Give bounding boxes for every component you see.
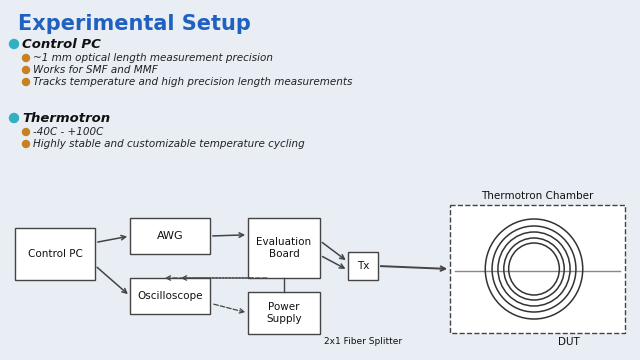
FancyBboxPatch shape	[15, 228, 95, 280]
Text: 2x1 Fiber Splitter: 2x1 Fiber Splitter	[324, 337, 402, 346]
Text: ~1 mm optical length measurement precision: ~1 mm optical length measurement precisi…	[33, 53, 273, 63]
Text: AWG: AWG	[157, 231, 183, 241]
FancyBboxPatch shape	[248, 218, 320, 278]
Text: Works for SMF and MMF: Works for SMF and MMF	[33, 65, 157, 75]
Ellipse shape	[22, 54, 29, 62]
Ellipse shape	[22, 129, 29, 135]
Text: Tracks temperature and high precision length measurements: Tracks temperature and high precision le…	[33, 77, 353, 87]
Ellipse shape	[22, 140, 29, 148]
Text: Evaluation
Board: Evaluation Board	[257, 237, 312, 259]
FancyBboxPatch shape	[130, 278, 210, 314]
FancyBboxPatch shape	[130, 218, 210, 254]
Ellipse shape	[22, 67, 29, 73]
Ellipse shape	[10, 113, 19, 122]
FancyBboxPatch shape	[450, 205, 625, 333]
Text: Thermotron Chamber: Thermotron Chamber	[481, 191, 594, 201]
Text: Power
Supply: Power Supply	[266, 302, 302, 324]
Text: Control PC: Control PC	[28, 249, 83, 259]
Text: -40C - +100C: -40C - +100C	[33, 127, 104, 137]
Text: DUT: DUT	[558, 337, 580, 347]
Text: Control PC: Control PC	[22, 37, 101, 50]
Text: Thermotron: Thermotron	[22, 112, 110, 125]
Ellipse shape	[10, 40, 19, 49]
Text: Tx: Tx	[357, 261, 369, 271]
Text: Oscilloscope: Oscilloscope	[137, 291, 203, 301]
FancyBboxPatch shape	[348, 252, 378, 280]
Text: Experimental Setup: Experimental Setup	[18, 14, 251, 34]
FancyBboxPatch shape	[248, 292, 320, 334]
Ellipse shape	[22, 78, 29, 86]
Text: Highly stable and customizable temperature cycling: Highly stable and customizable temperatu…	[33, 139, 305, 149]
